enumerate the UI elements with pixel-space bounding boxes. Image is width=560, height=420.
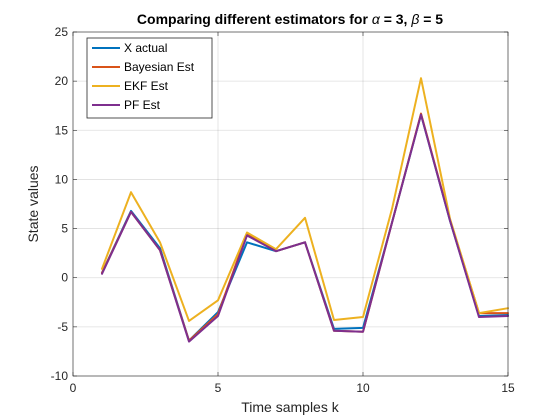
- series-line-ekf-est: [101, 77, 509, 322]
- y-tick-label: 20: [55, 74, 69, 88]
- axes-box: [72, 31, 509, 377]
- legend: X actual Bayesian Est EKF Est PF Est: [86, 37, 213, 119]
- legend-label-bayesian-est: Bayesian Est: [124, 60, 195, 74]
- y-axis-label: State values: [25, 165, 41, 242]
- y-tick-label: -10: [51, 369, 69, 383]
- y-tick-label: -5: [57, 320, 68, 334]
- series-line-pf-est: [101, 113, 509, 343]
- y-tick-label: 0: [61, 271, 68, 285]
- x-tick-label: 15: [501, 381, 515, 395]
- x-axis-label: Time samples k: [241, 399, 340, 415]
- y-tick-label: 10: [55, 172, 69, 186]
- x-tick-label: 5: [215, 381, 222, 395]
- x-tick-label: 0: [70, 381, 77, 395]
- series-lines: [101, 77, 509, 343]
- y-tick-label: 5: [61, 222, 68, 236]
- beta-symbol: β: [410, 11, 419, 27]
- legend-label-ekf-est: EKF Est: [124, 79, 169, 93]
- y-tick-label: 15: [55, 123, 69, 137]
- x-tick-label: 10: [356, 381, 370, 395]
- legend-label-pf-est: PF Est: [124, 98, 161, 112]
- axis-ticks: 0 5 10 15 -10 -5 0 5 10 15 20 25: [51, 25, 515, 395]
- y-tick-label: 25: [55, 25, 69, 39]
- chart-title: Comparing different estimators for α = 3…: [137, 11, 443, 27]
- alpha-symbol: α: [372, 11, 381, 27]
- legend-label-x-actual: X actual: [124, 41, 167, 55]
